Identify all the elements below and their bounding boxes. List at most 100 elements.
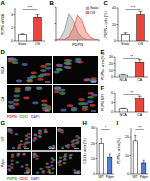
- stain: [39, 136, 42, 138]
- x-tick-label: Static: [121, 42, 130, 46]
- stain: [52, 147, 55, 149]
- y-tick: [96, 158, 98, 159]
- scale-bar: [91, 111, 96, 112]
- stain: [8, 101, 14, 104]
- bar: [99, 143, 103, 174]
- y-label: PDPN MFI: [101, 94, 105, 111]
- annotation: ***: [131, 5, 136, 10]
- y-tick: [114, 63, 116, 64]
- x-tick-label: NCA: [120, 113, 128, 117]
- channel-label: DAPI: [31, 115, 39, 119]
- stain: [82, 106, 88, 109]
- panel-label: C: [104, 0, 109, 6]
- y-tick-label: 20: [109, 62, 113, 66]
- scale-bar: [45, 111, 50, 112]
- stain: [48, 146, 51, 148]
- error-bar: [134, 135, 136, 141]
- scale-bar: [24, 148, 29, 149]
- stain: [23, 153, 26, 155]
- stain: [59, 160, 62, 162]
- y-tick-label: 0: [93, 172, 95, 176]
- stain: [11, 154, 14, 156]
- channel-label: CD31: [19, 177, 28, 181]
- stain: [52, 159, 55, 161]
- stain: [51, 167, 54, 169]
- stain: [49, 146, 52, 148]
- y-axis: [115, 93, 116, 112]
- legend-label: OS: [90, 11, 96, 15]
- micrograph-bg: [53, 56, 98, 84]
- channel-label: PDPN: [7, 115, 17, 119]
- stain: [60, 109, 66, 112]
- y-tick-label: 20: [112, 23, 116, 27]
- panel-label: I: [117, 120, 119, 126]
- stain: [11, 156, 14, 158]
- error-bar: [36, 15, 40, 18]
- annotation: ***: [28, 5, 33, 10]
- y-tick-label: 0: [111, 75, 113, 79]
- stain: [41, 103, 47, 106]
- y-tick-label: 0: [127, 172, 129, 176]
- stain: [8, 169, 11, 171]
- panel-label: A: [1, 0, 6, 6]
- stain: [23, 97, 29, 100]
- scale-bar: [45, 82, 50, 83]
- y-axis: [131, 128, 132, 174]
- stain: [10, 131, 13, 133]
- y-tick: [114, 93, 116, 94]
- stain: [45, 67, 51, 70]
- stain: [10, 163, 13, 165]
- error-bar: [124, 33, 128, 35]
- stain: [13, 99, 19, 102]
- error-bar: [121, 108, 125, 110]
- micrograph-bg: [32, 152, 56, 176]
- figure: A024PDPN mRNAStaticOS***BStaticOSPDPNC02…: [0, 0, 150, 181]
- stain: [63, 158, 66, 160]
- stain: [13, 95, 19, 98]
- y-tick: [14, 14, 16, 15]
- stain: [45, 63, 51, 66]
- stain: [7, 165, 10, 167]
- stain: [41, 100, 47, 103]
- bar: [34, 17, 42, 41]
- legend-swatch: [86, 12, 89, 15]
- micrograph-bg: [7, 152, 31, 176]
- stain: [15, 133, 18, 135]
- legend-label: Static: [90, 6, 99, 10]
- bar: [119, 109, 127, 112]
- y-label: PDPN+ area (%): [117, 138, 121, 164]
- stain: [59, 89, 65, 92]
- micrograph: [57, 127, 81, 151]
- plot-area: [119, 96, 144, 112]
- annotation: *: [105, 125, 107, 130]
- stain: [91, 80, 97, 83]
- stain: [77, 171, 80, 173]
- stain: [16, 154, 19, 156]
- y-tick: [96, 128, 98, 129]
- stain: [27, 133, 30, 135]
- stain: [90, 80, 96, 83]
- stain: [40, 69, 46, 72]
- micrograph: [32, 127, 56, 151]
- legend-swatch: [86, 7, 89, 10]
- y-tick-label: 3: [111, 101, 113, 105]
- stain: [85, 78, 91, 81]
- micrograph: [32, 152, 56, 176]
- micrograph: [7, 85, 52, 113]
- y-axis: [15, 8, 16, 41]
- stain: [27, 136, 30, 138]
- stain: [53, 71, 59, 74]
- stain: [34, 134, 37, 136]
- stain: [20, 140, 23, 142]
- x-tick-label: WT: [99, 175, 105, 179]
- plot-area: [133, 135, 146, 174]
- stain: [25, 142, 28, 144]
- annotation: **: [138, 125, 142, 130]
- x-tick-label: WT: [133, 175, 139, 179]
- stain: [40, 65, 46, 68]
- stain: [77, 171, 80, 173]
- stain: [75, 139, 78, 141]
- channel-label: PDPN: [7, 177, 17, 181]
- x-tick-label: OS: [138, 42, 144, 46]
- stain: [32, 139, 35, 141]
